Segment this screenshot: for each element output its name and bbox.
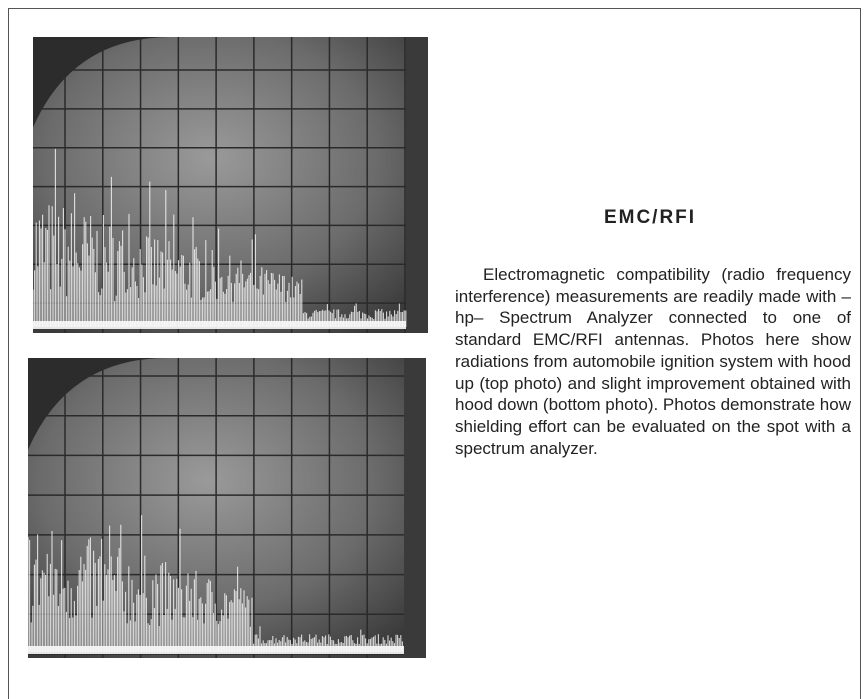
photo-background — [33, 37, 428, 339]
baseline-glow — [33, 321, 406, 329]
body-text: Electromagnetic compatibility (radio fre… — [455, 265, 851, 458]
screen-border — [406, 37, 428, 339]
photo-margin — [33, 333, 428, 339]
page-frame — [8, 8, 861, 699]
spectrum-photo-bottom — [28, 358, 426, 664]
photo-margin — [28, 658, 426, 664]
screen-border — [404, 358, 426, 664]
screen-edge — [33, 37, 172, 128]
spectrum-photo-top — [33, 37, 428, 339]
baseline-glow — [28, 646, 404, 654]
photo-background — [28, 358, 426, 664]
screen-edge — [28, 358, 168, 450]
heading: EMC/RFI — [603, 207, 697, 228]
